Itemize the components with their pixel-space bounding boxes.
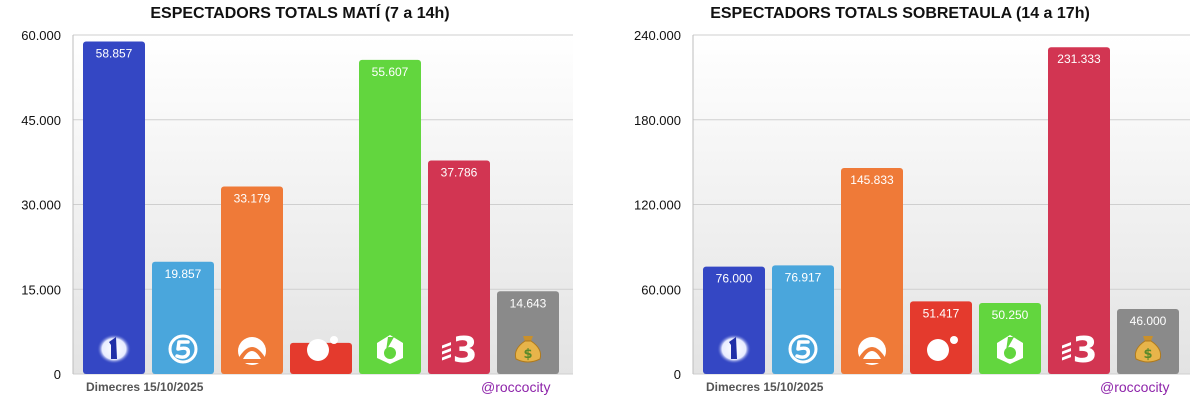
date-label: Dimecres 15/10/2025 (706, 380, 824, 394)
money-bag-icon: $ (1134, 336, 1162, 363)
bar-value-label: 33.179 (234, 192, 271, 206)
bar-cuatro (910, 301, 972, 374)
date-label: Dimecres 15/10/2025 (86, 380, 204, 394)
la1-icon (97, 334, 131, 364)
bar-tv3 (428, 160, 490, 374)
tv3-icon: 3 (1062, 330, 1098, 371)
y-tick-label: 45.000 (21, 113, 61, 128)
tv3-icon: 3 (442, 330, 478, 371)
bar-value-label: 76.917 (785, 270, 822, 284)
lasexta-icon (997, 335, 1023, 364)
svg-text:$: $ (1143, 347, 1152, 362)
credit-label: @roccocity (481, 379, 551, 395)
bar-lasexta (359, 59, 421, 375)
bar-antena-3 (841, 168, 903, 374)
bar-value-label: 19.857 (165, 267, 202, 281)
y-tick-label: 0 (674, 367, 681, 382)
bar-value-label: 145.833 (850, 173, 894, 187)
svg-text:$: $ (523, 347, 532, 362)
y-tick-label: 240.000 (634, 28, 681, 43)
y-tick-label: 60.000 (641, 282, 681, 297)
y-tick-label: 0 (54, 367, 61, 382)
bar-value-label: 14.643 (510, 296, 547, 310)
telecinco-icon (788, 334, 818, 364)
y-tick-label: 30.000 (21, 198, 61, 213)
chart-mati: 0 15.000 30.000 45.000 60.000 58.857 19.857 33.… (21, 28, 573, 382)
bar-value-label: 46.000 (1130, 314, 1167, 328)
money-bag-icon: $ (514, 336, 542, 363)
chart-panel-sobretaula: 0 60.000 120.000 180.000 240.000 76.000 76.917… (600, 0, 1200, 408)
credit-label: @roccocity (1100, 379, 1170, 395)
svg-text:3: 3 (1072, 330, 1097, 371)
bar-value-label: 58.857 (96, 46, 133, 60)
telecinco-icon (168, 334, 198, 364)
cuatro-icon (307, 336, 338, 361)
y-tick-label: 180.000 (634, 113, 681, 128)
chart-title: ESPECTADORS TOTALS SOBRETAULA (14 a 17h) (710, 5, 1090, 22)
bar-telecinco (772, 265, 834, 374)
y-tick-label: 15.000 (21, 282, 61, 297)
y-tick-label: 120.000 (634, 198, 681, 213)
y-tick-label: 60.000 (21, 28, 61, 43)
chart-title: ESPECTADORS TOTALS MATÍ (7 a 14h) (150, 5, 450, 22)
bar-value-label: 51.417 (923, 306, 960, 320)
bar-tv3 (1048, 47, 1110, 375)
svg-text:3: 3 (452, 330, 477, 371)
bar-value-label: 55.607 (372, 65, 409, 79)
bar-value-label: 50.250 (992, 308, 1029, 322)
bar-la-1 (83, 41, 145, 375)
chart-panel-mati: 0 15.000 30.000 45.000 60.000 58.857 19.857 33.… (21, 5, 573, 395)
bar-antena-3 (221, 186, 283, 374)
bar-altres (497, 291, 559, 374)
bar-telecinco (152, 261, 214, 374)
bar-value-label: 231.333 (1057, 52, 1101, 66)
antena3-icon (858, 337, 886, 365)
bar-value-label: 37.786 (441, 166, 478, 180)
bar-value-label: 76.000 (716, 272, 753, 286)
lasexta-icon (377, 335, 403, 364)
cuatro-icon (927, 336, 958, 361)
chart-sobretaula: 0 60.000 120.000 180.000 240.000 76.000 76.917… (634, 28, 1190, 382)
la1-icon (717, 334, 751, 364)
antena3-icon (238, 337, 266, 365)
